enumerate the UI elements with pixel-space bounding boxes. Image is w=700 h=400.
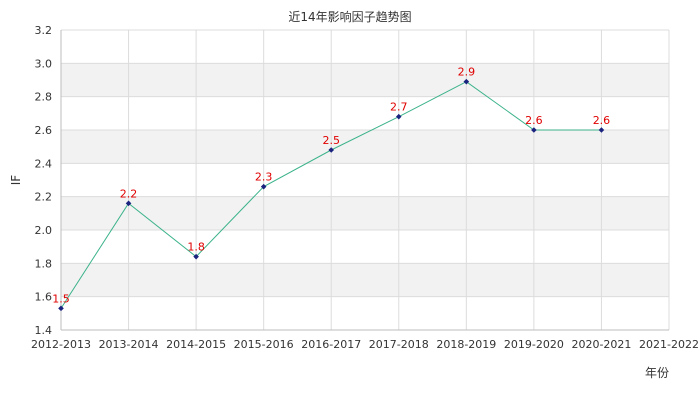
data-point: [531, 127, 537, 133]
grid-band: [61, 63, 669, 97]
data-label: 2.3: [255, 171, 273, 184]
grid-band: [61, 130, 669, 164]
y-tick-label: 3.2: [35, 24, 53, 37]
series-if: [58, 78, 605, 312]
x-tick-label: 2013-2014: [99, 338, 159, 351]
data-label: 2.6: [593, 114, 611, 127]
x-tick-label: 2019-2020: [504, 338, 564, 351]
y-tick-label: 2.0: [35, 224, 53, 237]
data-labels: 1.5 2.2 1.8 2.3 2.5 2.7 2.9 2.6 2.6: [52, 66, 610, 306]
data-label: 2.7: [390, 101, 408, 114]
data-label: 2.5: [322, 134, 340, 147]
x-tick-labels: 2012-2013 2013-2014 2014-2015 2015-2016 2016…: [31, 338, 699, 351]
y-axis-title: IF: [9, 175, 23, 186]
x-tick-label: 2018-2019: [436, 338, 496, 351]
y-tick-label: 3.0: [35, 57, 53, 70]
data-point: [598, 127, 605, 133]
y-tick-label: 2.4: [35, 157, 53, 170]
x-tick-label: 2016-2017: [301, 338, 361, 351]
chart-title: 近14年影响因子趋势图: [288, 9, 411, 24]
x-tick-label: 2012-2013: [31, 338, 91, 351]
data-label: 2.6: [525, 114, 543, 127]
x-axis-title: 年份: [645, 366, 669, 380]
grid-band: [61, 196, 669, 230]
y-tick-label: 1.8: [35, 257, 53, 270]
data-label: 1.8: [187, 241, 205, 254]
data-point: [260, 183, 267, 190]
y-tick-label: 1.4: [35, 324, 53, 337]
axes: [60, 30, 669, 331]
grid-band: [61, 263, 669, 297]
data-label: 2.9: [458, 66, 476, 79]
y-tick-label: 2.2: [35, 191, 53, 204]
plot-background-bands: [61, 63, 669, 297]
x-tick-label: 2014-2015: [166, 338, 226, 351]
data-point: [193, 253, 199, 260]
y-tick-labels: 1.4 1.6 1.8 2.0 2.2 2.4 2.6 2.8 3.0 3.2: [35, 24, 53, 337]
data-point: [328, 147, 335, 153]
y-tick-label: 2.6: [35, 124, 53, 137]
data-point: [463, 78, 470, 85]
x-tick-label: 2021-2022: [639, 338, 699, 351]
data-point: [58, 305, 64, 312]
data-label: 1.5: [52, 292, 70, 305]
data-label: 2.2: [120, 187, 138, 200]
x-tick-label: 2020-2021: [571, 338, 631, 351]
data-point: [395, 113, 402, 120]
data-point: [125, 200, 132, 207]
y-tick-label: 1.6: [35, 291, 53, 304]
x-tick-label: 2017-2018: [369, 338, 429, 351]
x-tick-label: 2015-2016: [234, 338, 294, 351]
y-tick-label: 2.8: [35, 91, 53, 104]
